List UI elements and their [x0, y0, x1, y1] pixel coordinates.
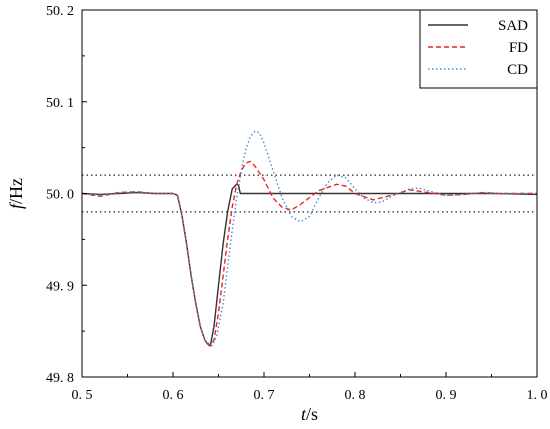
x-tick-label: 1. 0: [527, 388, 548, 403]
series-layer: [81, 130, 538, 347]
x-tick-label: 0. 8: [345, 388, 366, 403]
y-tick-label: 49. 9: [46, 279, 74, 294]
x-tick-label: 0. 6: [163, 388, 184, 403]
legend-label-cd: CD: [507, 62, 528, 78]
grid-layer: [82, 174, 537, 213]
y-tick-label: 50. 0: [46, 188, 74, 203]
x-tick-label: 0. 7: [254, 388, 275, 403]
x-tick-label: 0. 5: [72, 388, 93, 403]
x-tick-label: 0. 9: [436, 388, 457, 403]
x-axis-unit: /s: [306, 404, 318, 424]
ticks-layer: 0. 5 0. 6 0. 7 0. 8 0. 9 1. 0 49. 8 49. 9 50. 0 5…: [46, 4, 548, 403]
series-line-sad: [81, 183, 538, 347]
legend: SAD FD CD: [419, 9, 538, 89]
legend-label-fd: FD: [509, 40, 528, 56]
legend-label-sad: SAD: [498, 18, 528, 34]
y-axis-unit: /Hz: [6, 178, 26, 204]
x-axis-var: t: [301, 404, 307, 424]
y-tick-label: 50. 1: [46, 96, 74, 111]
x-axis-label: t/s: [301, 404, 318, 424]
y-axis-var: f: [6, 201, 26, 209]
series-line-cd: [81, 130, 537, 347]
y-tick-label: 50. 2: [46, 4, 74, 19]
y-axis-label: f/Hz: [6, 178, 26, 209]
series-line-fd: [81, 160, 537, 347]
legend-box: [419, 9, 538, 89]
y-tick-label: 49. 8: [46, 371, 74, 386]
